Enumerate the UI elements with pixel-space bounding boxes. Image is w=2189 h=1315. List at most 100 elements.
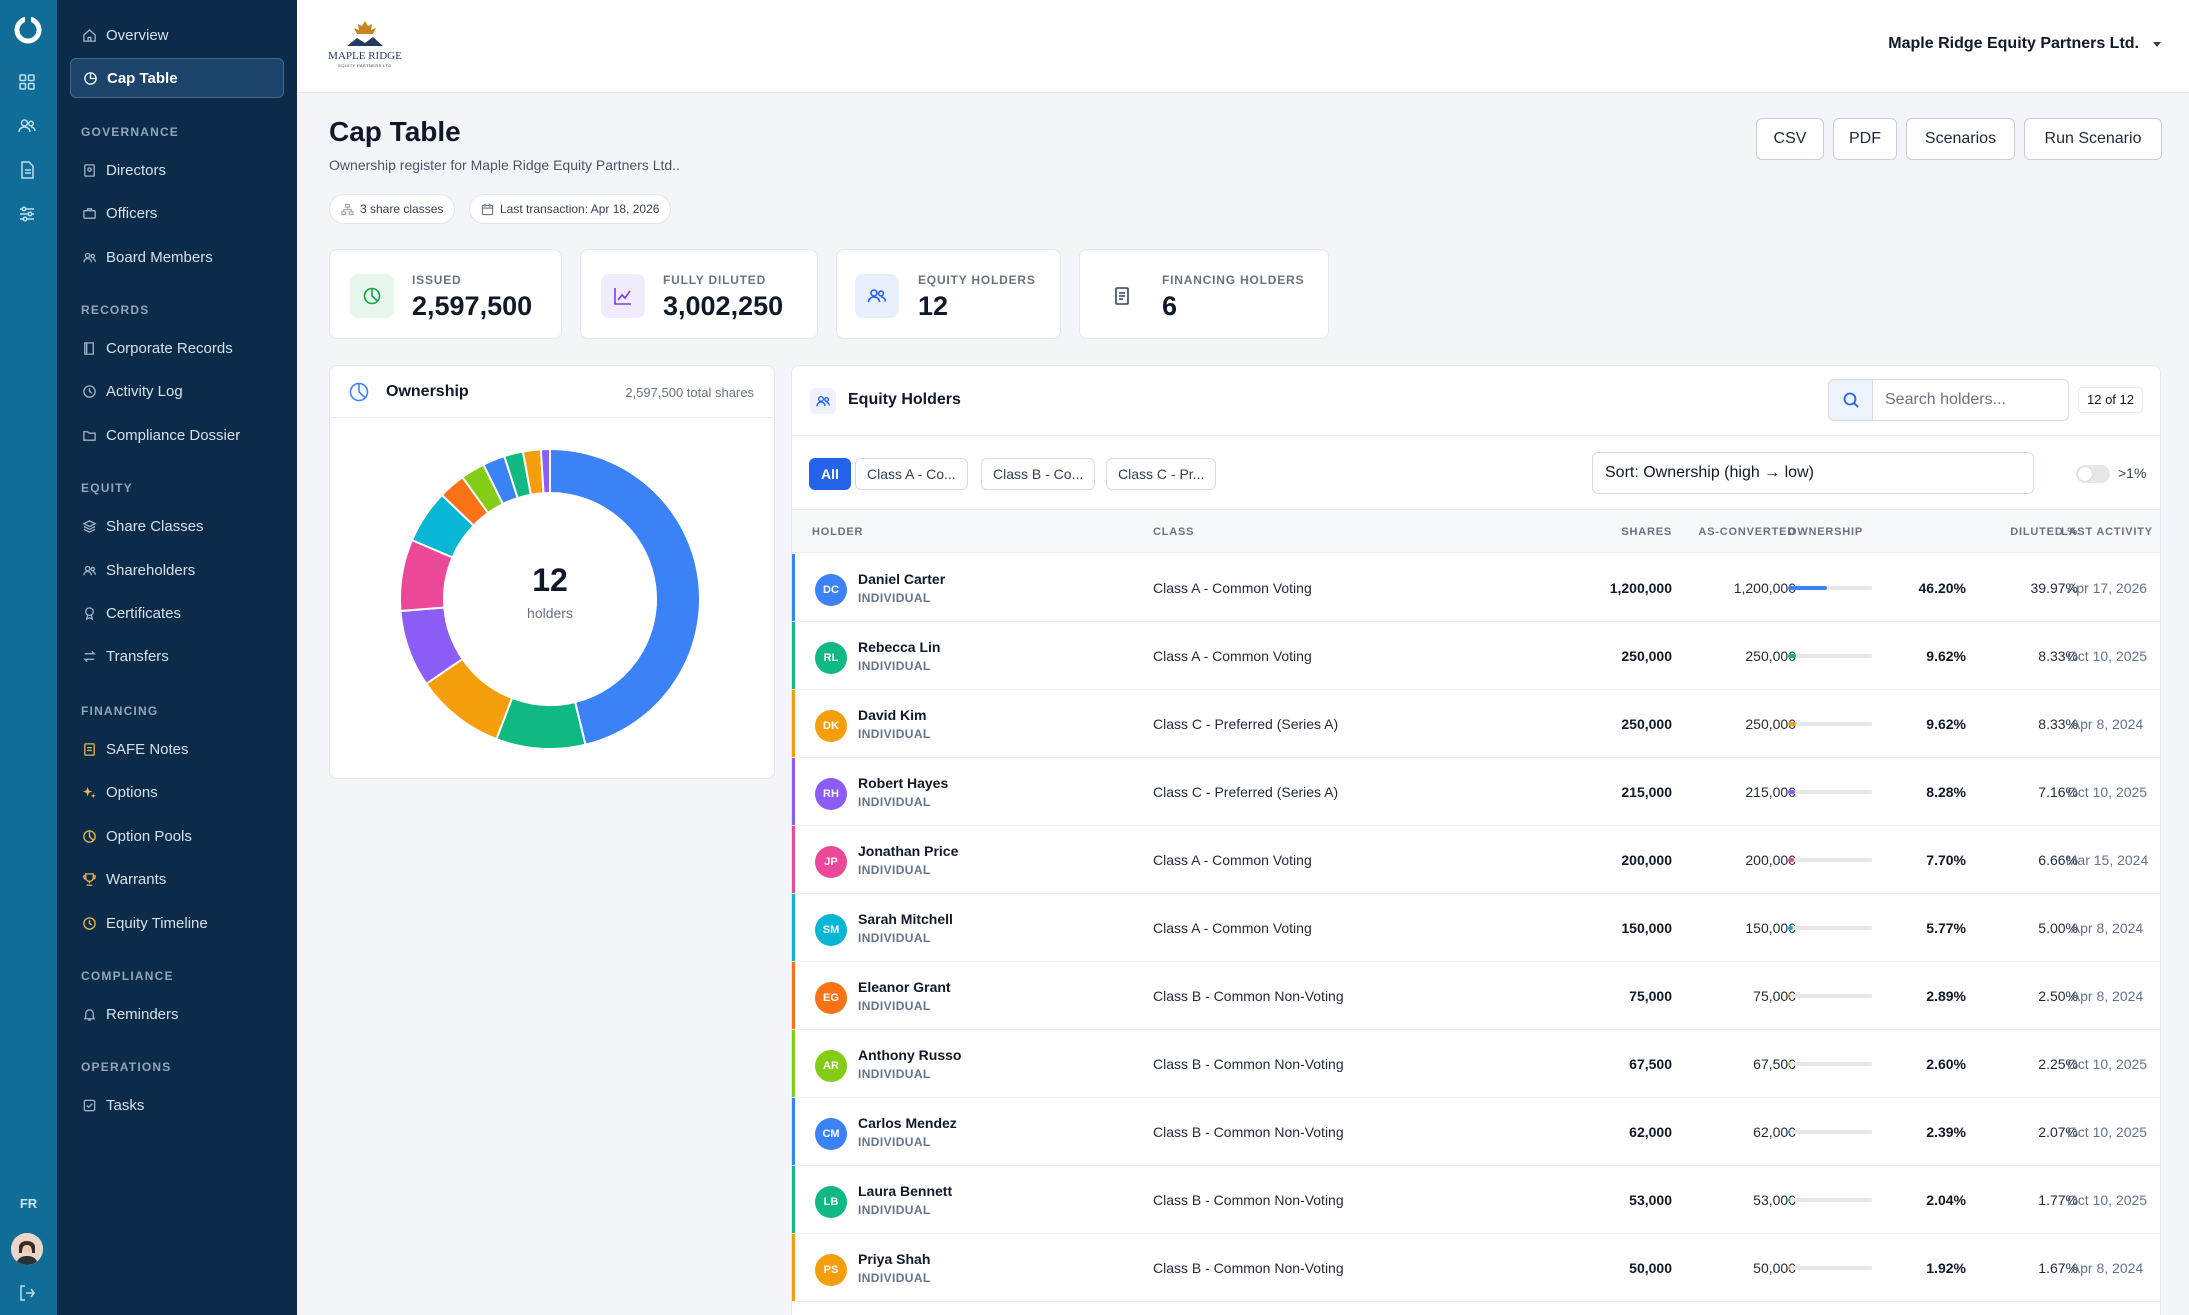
table-row[interactable]: RH Robert Hayes INDIVIDUAL Class C - Prefer…: [792, 758, 2160, 826]
holder-class: Class B - Common Non-Voting: [1153, 988, 1344, 1004]
scenarios-button[interactable]: Scenarios: [1906, 118, 2015, 160]
holder-name[interactable]: Eleanor Grant: [858, 979, 951, 995]
holder-avatar: DK: [815, 710, 847, 742]
table-row[interactable]: JP Jonathan Price INDIVIDUAL Class A - Comm…: [792, 826, 2160, 894]
row-accent: [792, 1234, 795, 1301]
user-avatar[interactable]: [11, 1233, 43, 1265]
holder-name[interactable]: Carlos Mendez: [858, 1115, 957, 1131]
svg-text:EQUITY PARTNERS LTD: EQUITY PARTNERS LTD: [338, 63, 391, 68]
sidebar-item-transfers[interactable]: Transfers: [70, 636, 284, 676]
holder-shares: 250,000: [1621, 716, 1672, 732]
company-logo[interactable]: MAPLE RIDGE EQUITY PARTNERS LTD: [319, 16, 411, 76]
table-header: HOLDER CLASS SHARES AS-CONVERTED OWNERSH…: [792, 509, 2160, 553]
sidebar-item-tasks[interactable]: Tasks: [70, 1085, 284, 1125]
logout-icon[interactable]: [17, 1283, 37, 1303]
filter-class-a[interactable]: Class A - Co...: [855, 458, 968, 490]
column-header-diluted[interactable]: DILUTED %: [2010, 526, 2078, 538]
search-holders-input[interactable]: [1872, 379, 2069, 421]
holder-name[interactable]: Daniel Carter: [858, 571, 946, 587]
holder-name[interactable]: Jonathan Price: [858, 843, 959, 859]
sort-select[interactable]: Sort: Ownership (high → low): [1592, 452, 2034, 494]
holder-as-converted: 150,000: [1745, 920, 1796, 936]
ownership-bar-fill: [1788, 654, 1797, 658]
holder-last-activity: Mar 15, 2024: [2065, 852, 2149, 868]
equity-holders-header: Equity Holders 12 of 12: [792, 366, 2160, 436]
sidebar-item-share-classes[interactable]: Share Classes: [70, 506, 284, 546]
holder-name[interactable]: Robert Hayes: [858, 775, 949, 791]
document-icon: [1100, 274, 1144, 318]
filter-class-c[interactable]: Class C - Pr...: [1106, 458, 1217, 490]
users-icon[interactable]: [17, 116, 37, 136]
sidebar-item-activity-log[interactable]: Activity Log: [70, 371, 284, 411]
csv-export-button[interactable]: CSV: [1756, 118, 1824, 160]
holder-ownership: 9.62%: [1926, 716, 1966, 732]
run-scenario-button[interactable]: Run Scenario: [2024, 118, 2162, 160]
sidebar-item-reminders[interactable]: Reminders: [70, 994, 284, 1034]
column-header-holder[interactable]: HOLDER: [812, 526, 864, 538]
holder-shares: 67,500: [1629, 1056, 1672, 1072]
table-row[interactable]: SM Sarah Mitchell INDIVIDUAL Class A - Comm…: [792, 894, 2160, 962]
language-toggle[interactable]: FR: [19, 1196, 38, 1211]
donut-slice[interactable]: [549, 449, 700, 746]
sidebar-item-option-pools[interactable]: Option Pools: [70, 816, 284, 856]
table-row[interactable]: PS Priya Shah INDIVIDUAL Class B - Common N…: [792, 1234, 2160, 1302]
holder-name[interactable]: Sarah Mitchell: [858, 911, 953, 927]
sidebar-item-label: Officers: [106, 204, 158, 222]
ownership-bar-fill: [1788, 1062, 1791, 1066]
table-row[interactable]: LB Laura Bennett INDIVIDUAL Class B - Commo…: [792, 1166, 2160, 1234]
sidebar-item-overview[interactable]: Overview: [70, 15, 284, 55]
table-row[interactable]: AR Anthony Russo INDIVIDUAL Class B - Commo…: [792, 1030, 2160, 1098]
filter-all[interactable]: All: [809, 458, 851, 490]
holder-type: INDIVIDUAL: [858, 591, 931, 605]
sidebar-item-board-members[interactable]: Board Members: [70, 237, 284, 277]
app-logo-icon[interactable]: [12, 14, 44, 46]
sliders-icon[interactable]: [17, 204, 37, 224]
pdf-export-button[interactable]: PDF: [1833, 118, 1897, 160]
column-header-as-converted[interactable]: AS-CONVERTED: [1698, 526, 1796, 538]
sidebar-item-officers[interactable]: Officers: [70, 193, 284, 233]
sidebar-item-label: Warrants: [106, 870, 167, 888]
holder-name[interactable]: Anthony Russo: [858, 1047, 962, 1063]
column-header-shares[interactable]: SHARES: [1621, 526, 1672, 538]
sidebar-item-directors[interactable]: Directors: [70, 150, 284, 190]
holder-name[interactable]: Laura Bennett: [858, 1183, 953, 1199]
sidebar-item-label: Shareholders: [106, 561, 196, 579]
nav-section-records: RECORDS: [81, 303, 150, 317]
sidebar-item-label: Share Classes: [106, 517, 204, 535]
donut-slice[interactable]: [539, 449, 551, 495]
sidebar-item-shareholders[interactable]: Shareholders: [70, 550, 284, 590]
sidebar-item-compliance-dossier[interactable]: Compliance Dossier: [70, 415, 284, 455]
holder-name[interactable]: Rebecca Lin: [858, 639, 941, 655]
sidebar-item-certificates[interactable]: Certificates: [70, 593, 284, 633]
document-icon[interactable]: [17, 160, 37, 180]
sidebar-item-warrants[interactable]: Warrants: [70, 859, 284, 899]
column-header-class[interactable]: CLASS: [1153, 526, 1195, 538]
table-row[interactable]: EG Eleanor Grant INDIVIDUAL Class B - Commo…: [792, 962, 2160, 1030]
ownership-bar: [1788, 586, 1872, 590]
nav-section-operations: OPERATIONS: [81, 1060, 172, 1074]
holder-shares: 200,000: [1621, 852, 1672, 868]
sidebar-item-cap-table[interactable]: Cap Table: [70, 58, 284, 98]
sidebar-item-options[interactable]: Options: [70, 772, 284, 812]
sidebar-item-equity-timeline[interactable]: Equity Timeline: [70, 903, 284, 943]
sidebar-item-safe-notes[interactable]: SAFE Notes: [70, 729, 284, 769]
table-row[interactable]: DC Daniel Carter INDIVIDUAL Class A - Commo…: [792, 554, 2160, 622]
ownership-bar: [1788, 654, 1872, 658]
holder-diluted: 2.25%: [2038, 1056, 2078, 1072]
sidebar-item-corporate-records[interactable]: Corporate Records: [70, 328, 284, 368]
column-header-ownership[interactable]: OWNERSHIP: [1788, 526, 1864, 538]
search-button[interactable]: [1828, 379, 1872, 421]
table-row[interactable]: DK David Kim INDIVIDUAL Class C - Preferred…: [792, 690, 2160, 758]
filter-class-b[interactable]: Class B - Co...: [981, 458, 1096, 490]
timeline-icon: [83, 916, 96, 930]
home-icon: [83, 28, 96, 42]
stat-label: ISSUED: [412, 273, 462, 287]
column-header-last-activity[interactable]: LAST ACTIVITY: [2061, 526, 2153, 538]
holder-name[interactable]: Priya Shah: [858, 1251, 931, 1267]
grid-icon[interactable]: [17, 72, 37, 92]
threshold-toggle[interactable]: [2076, 465, 2110, 483]
table-row[interactable]: CM Carlos Mendez INDIVIDUAL Class B - Commo…: [792, 1098, 2160, 1166]
table-row[interactable]: RL Rebecca Lin INDIVIDUAL Class A - Common …: [792, 622, 2160, 690]
company-switcher[interactable]: Maple Ridge Equity Partners Ltd.: [1888, 35, 2161, 53]
holder-name[interactable]: David Kim: [858, 707, 927, 723]
